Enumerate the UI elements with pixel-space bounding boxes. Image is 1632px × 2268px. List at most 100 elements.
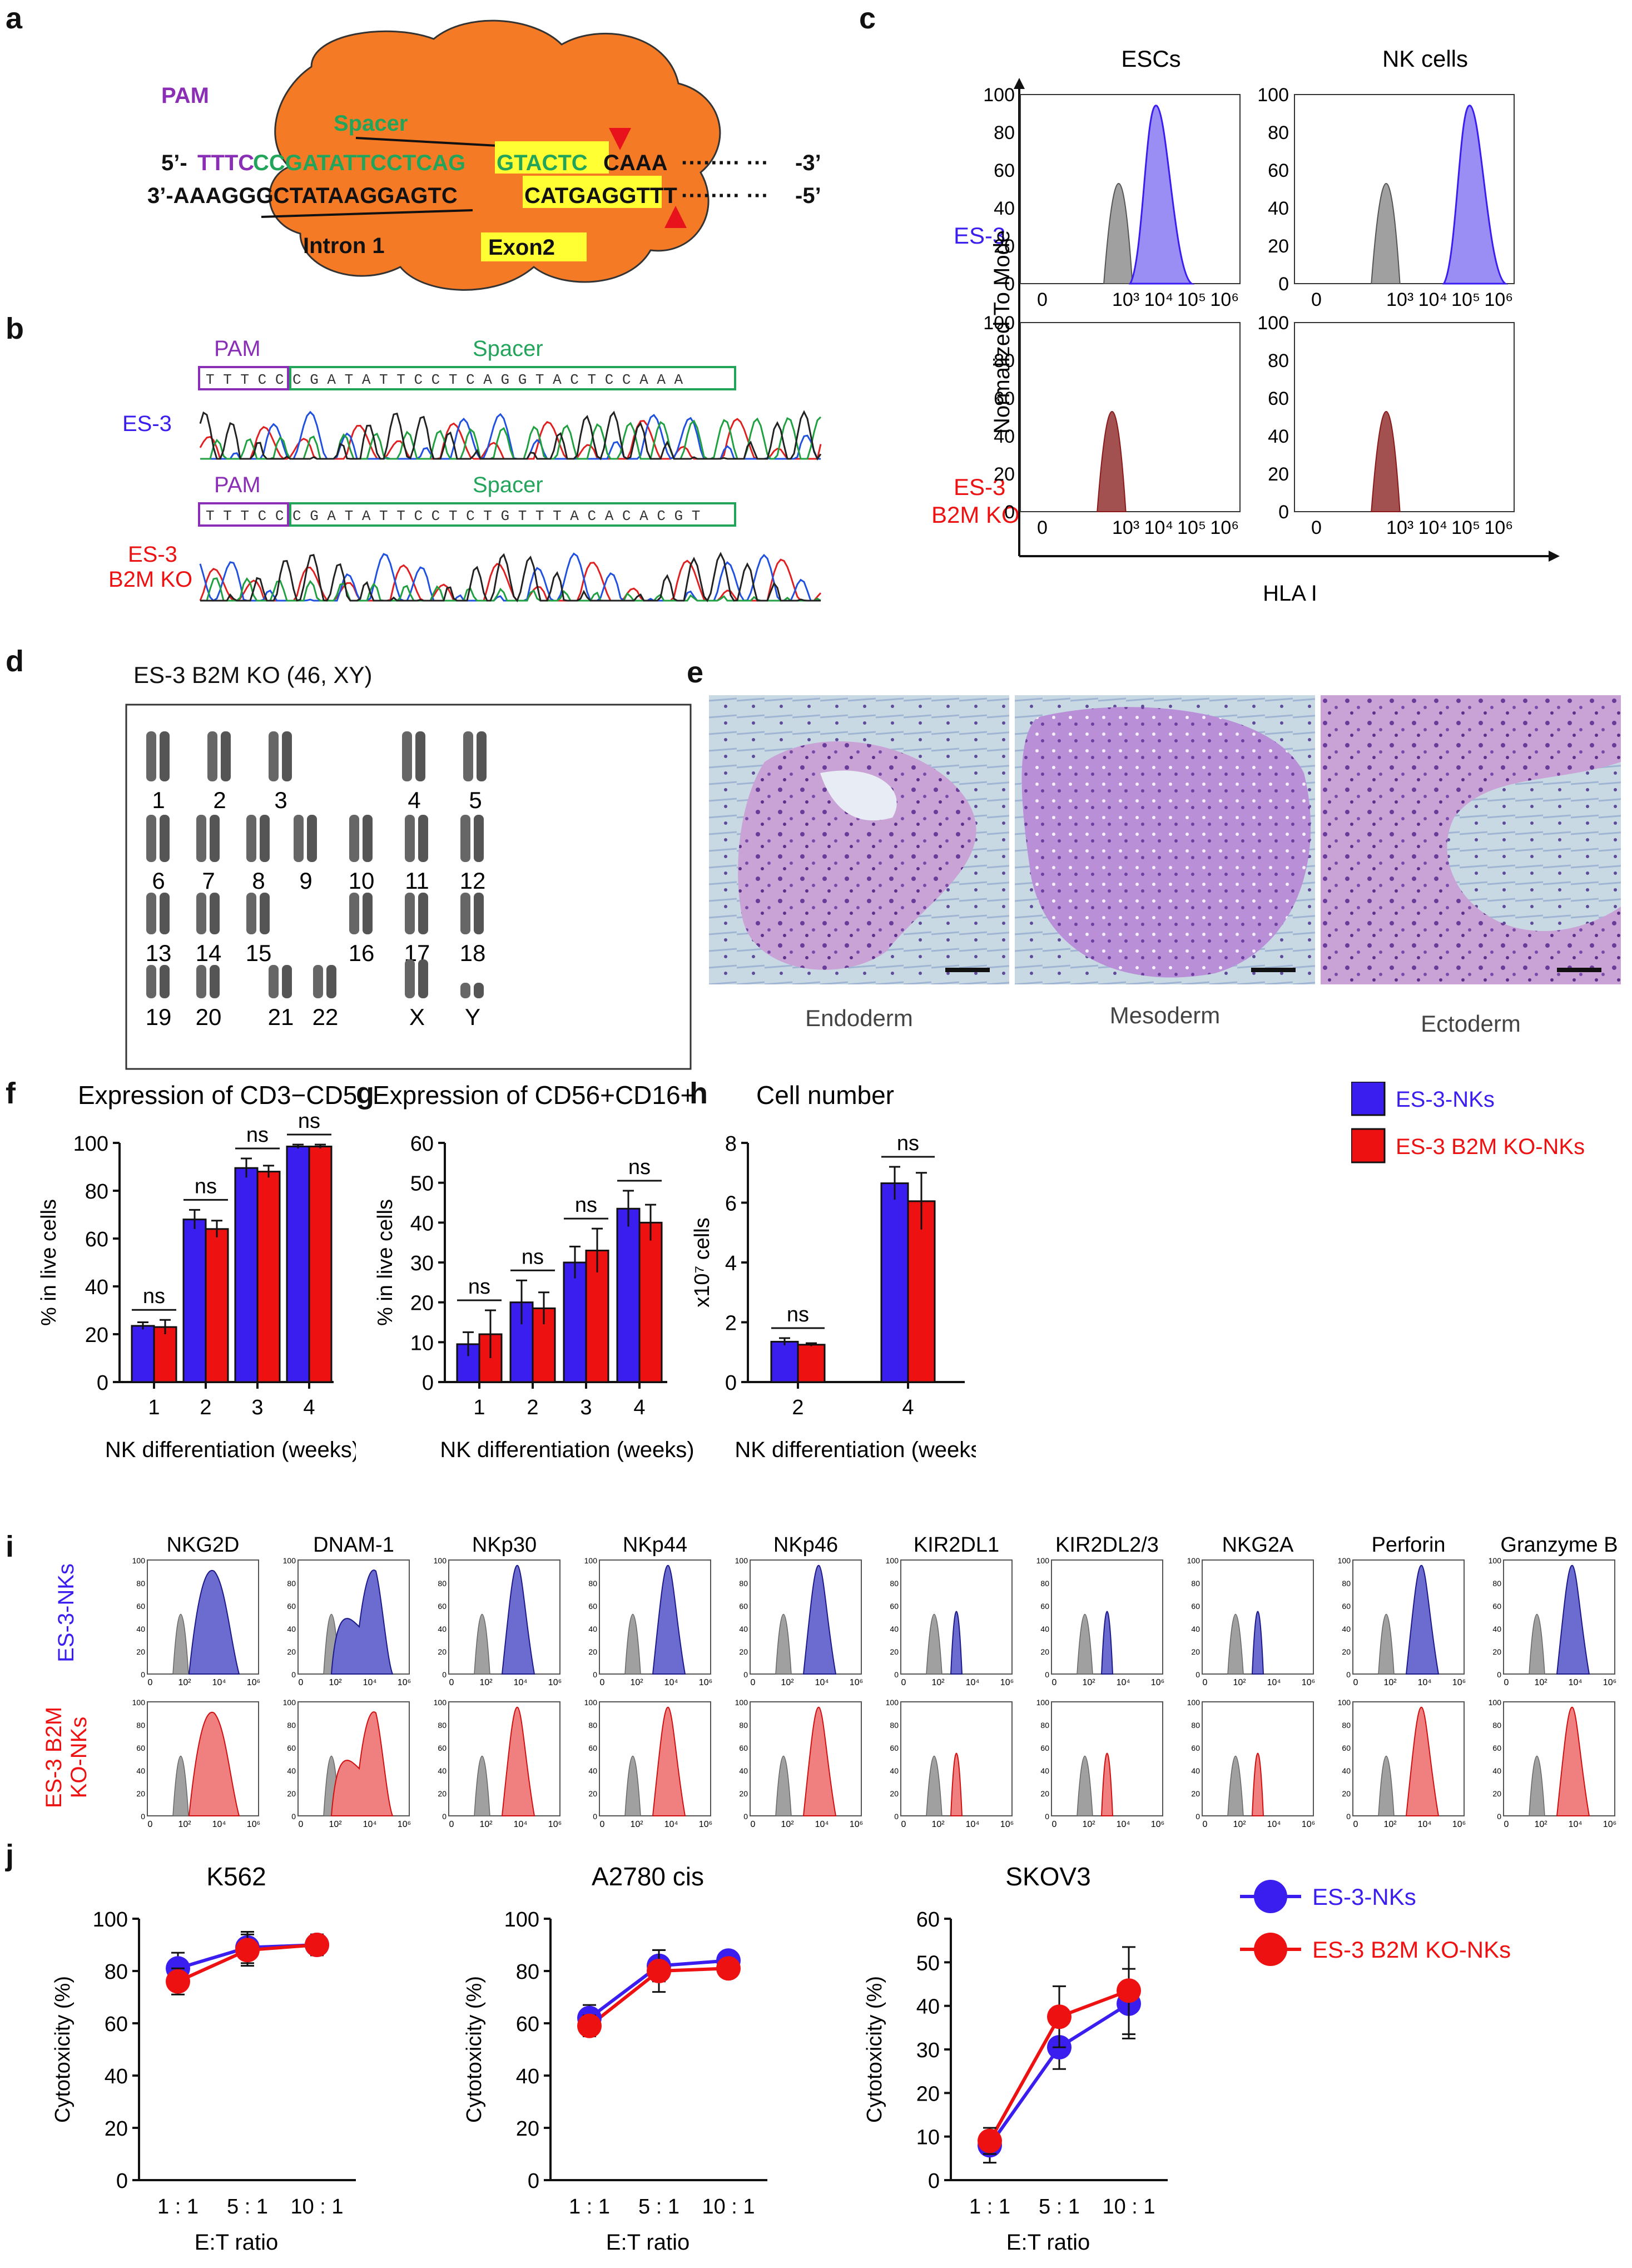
c-peak-hla — [1128, 105, 1195, 285]
i-ytick: 20 — [1342, 1647, 1351, 1656]
panel-label-j: j — [6, 1839, 14, 1872]
c-peak-control — [1103, 183, 1133, 284]
c-xtick: 10⁴ — [1144, 289, 1173, 310]
legend-j-marker-red — [1254, 1933, 1287, 1966]
i-ytick: 40 — [588, 1625, 597, 1633]
i-xtick: 10⁶ — [699, 1678, 712, 1687]
c-ytick: 40 — [1268, 426, 1289, 447]
i-xtick: 10⁶ — [1452, 1678, 1466, 1687]
i-ytick: 20 — [890, 1647, 899, 1656]
y-axis-label: % in live cells — [37, 1199, 61, 1326]
x-axis-label: NK differentiation (weeks) — [440, 1438, 694, 1462]
i-xtick: 10² — [781, 1678, 794, 1687]
legend-swatch-blue — [1351, 1082, 1386, 1116]
c-ylabel: Normalized To Mode — [990, 230, 1014, 434]
x-tick-label: 10 : 1 — [702, 2195, 755, 2219]
chart-title: Cell number — [756, 1081, 894, 1110]
i-ytick: 20 — [1191, 1789, 1200, 1798]
i-peak-control — [1378, 1613, 1395, 1675]
y-tick-label: 6 — [725, 1192, 737, 1216]
y-tick-label: 20 — [85, 1324, 108, 1347]
i-ytick: 20 — [1040, 1647, 1049, 1656]
i-ytick: 0 — [442, 1670, 447, 1679]
chart-title: A2780 cis — [592, 1862, 704, 1891]
c-xtick: 10⁵ — [1451, 517, 1480, 538]
i-xtick: 0 — [299, 1820, 304, 1829]
chromosome-shape — [460, 983, 470, 998]
trace-line — [200, 577, 821, 602]
c-ytick: 20 — [1268, 464, 1289, 485]
i-ytick: 20 — [1040, 1789, 1049, 1798]
i-ytick: 20 — [438, 1647, 447, 1656]
chromosome-shape — [474, 893, 484, 934]
i-xtick: 10² — [1082, 1678, 1095, 1687]
i-ytick: 40 — [588, 1766, 597, 1775]
legend-j-marker-blue — [1254, 1880, 1287, 1913]
i-ytick: 0 — [141, 1670, 145, 1679]
chromosome-shape — [418, 959, 428, 998]
panel-label-a: a — [6, 2, 23, 35]
c-ytick: 100 — [983, 85, 1015, 106]
chromosome-shape — [146, 965, 156, 998]
chart-g: Expression of CD56+CD16+ 0 10 20 30 40 50 60 % i… — [373, 1081, 695, 1462]
significance-label: ns — [897, 1132, 919, 1155]
i-ytick: 40 — [890, 1766, 899, 1775]
chromosome-shape — [210, 815, 220, 862]
i-xtick: 10² — [1233, 1678, 1246, 1687]
x-tick-label: 3 — [580, 1396, 592, 1419]
i-xtick: 10² — [1082, 1820, 1095, 1829]
i-xtick: 0 — [751, 1678, 756, 1687]
x-tick-label: 4 — [633, 1396, 645, 1419]
ectoderm-image — [1321, 695, 1621, 984]
i-marker-title: KIR2DL1 — [914, 1535, 999, 1557]
data-point — [305, 1933, 329, 1957]
chromosome-shape — [196, 893, 206, 934]
i-ytick: 100 — [735, 1698, 748, 1707]
significance-label: ns — [298, 1110, 320, 1133]
i-xtick: 10⁴ — [1267, 1820, 1281, 1829]
chart-title: K562 — [206, 1862, 266, 1891]
legend-label-2: ES-3 B2M KO-NKs — [1396, 1135, 1585, 1159]
panel-label-i: i — [6, 1530, 14, 1563]
chromosome-label: 3 — [274, 787, 287, 813]
i-xtick: 10⁴ — [514, 1678, 528, 1687]
i-ytick: 40 — [1342, 1625, 1351, 1633]
i-xtick: 0 — [1203, 1820, 1208, 1829]
y-tick-label: 0 — [928, 2170, 940, 2193]
i-xtick: 0 — [600, 1820, 605, 1829]
i-xtick: 10⁴ — [1418, 1820, 1432, 1829]
i-ytick: 0 — [1346, 1670, 1351, 1679]
chromosome-shape — [313, 965, 323, 998]
i-xtick: 10⁶ — [398, 1678, 411, 1687]
c-xtick: 10⁶ — [1484, 289, 1513, 310]
bottom-strand-exon: CATGAGGTTT — [524, 184, 677, 208]
y-tick-label: 40 — [105, 2065, 128, 2088]
i-peak-control — [775, 1755, 792, 1816]
c-xtick: 0 — [1037, 517, 1048, 538]
i-ytick: 100 — [1338, 1556, 1351, 1565]
i-ytick: 80 — [1342, 1721, 1351, 1730]
i-ytick: 0 — [442, 1812, 447, 1821]
i-ytick: 60 — [1492, 1744, 1501, 1752]
c-ytick: 0 — [1004, 274, 1015, 295]
i-ytick: 40 — [1492, 1766, 1501, 1775]
bar — [182, 1219, 207, 1383]
i-ytick: 60 — [588, 1602, 597, 1611]
i-xtick: 0 — [1504, 1820, 1509, 1829]
b-spacer-box-2 — [289, 502, 736, 527]
data-point — [166, 1969, 190, 1994]
i-xtick: 10⁶ — [850, 1820, 863, 1829]
bottom-strand-dots: ········ ··· — [681, 184, 769, 208]
c-xtick: 10⁵ — [1177, 517, 1206, 538]
i-xtick: 10⁶ — [1452, 1820, 1466, 1829]
c-col2-title: NK cells — [1382, 46, 1468, 72]
y-tick-label: 30 — [916, 2039, 940, 2062]
bar — [563, 1261, 587, 1383]
i-xtick: 10⁶ — [1302, 1678, 1315, 1687]
i-peak-control — [926, 1755, 943, 1816]
i-xtick: 0 — [1052, 1678, 1057, 1687]
bar — [770, 1340, 799, 1383]
y-tick-label: 0 — [116, 2170, 128, 2193]
